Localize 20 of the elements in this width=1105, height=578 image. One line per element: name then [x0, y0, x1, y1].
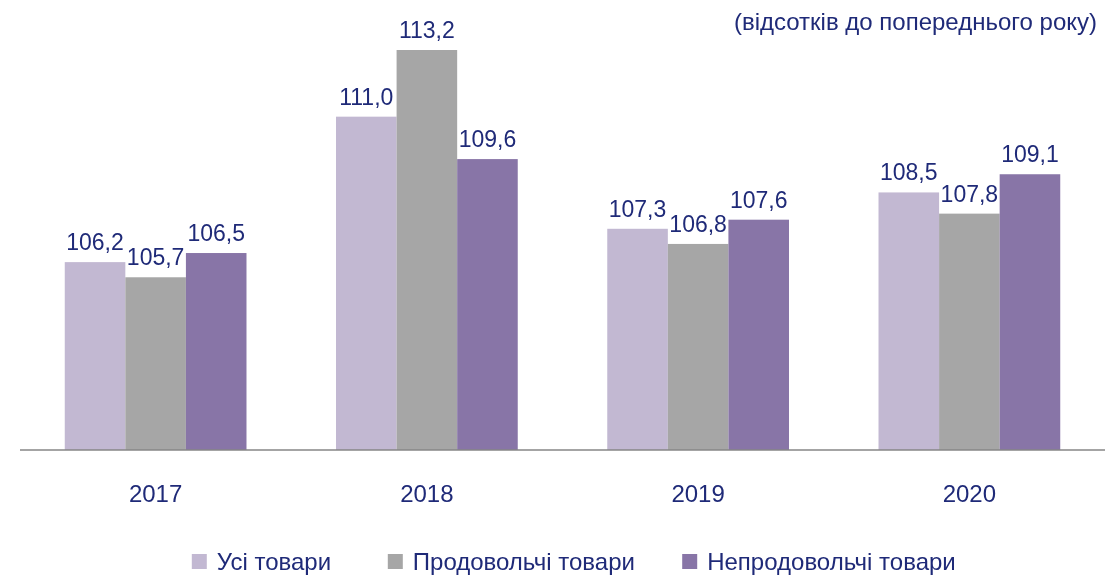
data-label: 105,7: [126, 244, 185, 271]
data-label: 109,1: [1001, 141, 1059, 168]
x-tick-label: 2018: [400, 480, 454, 507]
data-label: 106,5: [187, 220, 245, 247]
legend-label: Продовольчі товари: [412, 548, 635, 575]
data-label: 106,8: [669, 210, 727, 237]
data-label: 107,8: [940, 180, 999, 207]
x-tick-label: 2020: [942, 480, 997, 507]
legend-label: Усі товари: [216, 548, 332, 575]
x-tick-label: 2019: [671, 480, 725, 507]
legend-label: Непродовольчі товари: [707, 548, 956, 575]
data-label: 107,6: [729, 186, 788, 213]
chart-title: (відсотків до попереднього року): [733, 8, 1097, 35]
data-label: 106,2: [66, 229, 124, 256]
data-label: 113,2: [398, 17, 455, 43]
data-label: 107,3: [608, 195, 667, 222]
data-label: 111,0: [339, 83, 394, 110]
data-label: 108,5: [880, 159, 938, 186]
data-label: 109,6: [458, 126, 517, 153]
x-tick-label: 2017: [128, 480, 183, 507]
